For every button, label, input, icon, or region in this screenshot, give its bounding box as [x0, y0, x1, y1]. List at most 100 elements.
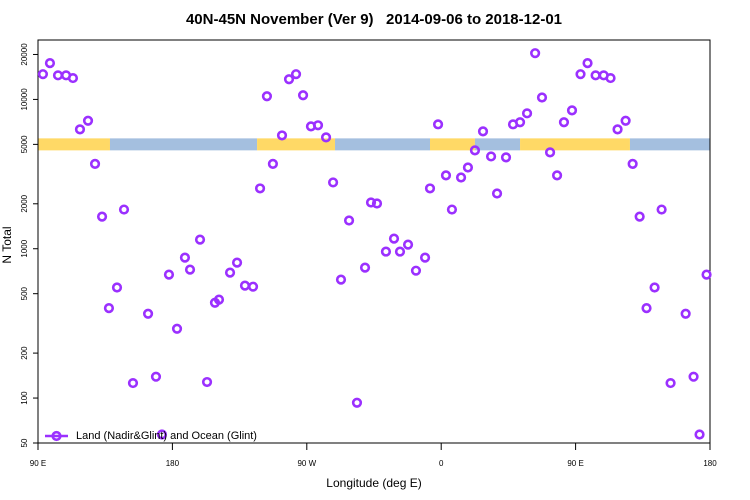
plot-frame [37, 39, 711, 444]
x-tick-label: 180 [166, 459, 180, 468]
data-point [67, 72, 79, 84]
data-point [656, 204, 667, 215]
y-tick-label: 200 [20, 346, 29, 360]
data-point [118, 204, 130, 215]
strip-segment [109, 138, 258, 151]
strip-segment [474, 138, 521, 151]
x-tick-label: 0 [439, 459, 444, 468]
x-tick-label: 90 E [30, 459, 46, 468]
strip-segment [520, 138, 630, 151]
data-point [558, 117, 570, 128]
legend-label: Land (Nadir&Glint) and Ocean (Glint) [76, 430, 257, 442]
strip-segment [38, 138, 110, 151]
data-point [485, 151, 497, 162]
data-point [359, 262, 371, 273]
x-tick-label: 180 [703, 459, 717, 468]
data-point [380, 246, 392, 257]
data-point [649, 282, 660, 293]
y-tick-label: 100 [20, 391, 29, 405]
data-point [179, 252, 191, 263]
data-point [184, 264, 196, 275]
data-point [446, 204, 458, 215]
data-point [327, 177, 339, 188]
data-point [171, 323, 183, 334]
chart-title: 40N-45N November (Ver 9) 2014-09-06 to 2… [186, 11, 562, 28]
strip-segment [430, 138, 475, 151]
legend-marker [51, 430, 62, 442]
y-axis-label: N Total [0, 226, 14, 263]
data-point [267, 158, 279, 169]
data-point [213, 294, 225, 305]
strip-segment [629, 138, 710, 151]
data-point [82, 115, 94, 126]
data-point [424, 183, 436, 194]
data-point [680, 308, 691, 319]
y-tick-label: 1000 [20, 239, 29, 257]
data-point [74, 124, 86, 135]
data-point [410, 265, 422, 276]
data-point [530, 48, 541, 59]
x-tick-label: 90 E [567, 459, 583, 468]
data-point [477, 126, 489, 137]
data-point [665, 377, 676, 389]
y-tick-label: 2000 [20, 194, 29, 212]
data-point [365, 197, 377, 208]
y-tick-label: 500 [20, 286, 29, 300]
data-point [371, 198, 383, 209]
data-point [52, 70, 64, 81]
data-point [290, 69, 302, 80]
data-point [419, 252, 431, 263]
data-point [634, 211, 645, 222]
y-tick-label: 20000 [20, 43, 29, 66]
data-point [500, 152, 512, 163]
data-point [544, 147, 556, 158]
data-point [224, 267, 236, 278]
y-tick-label: 50 [20, 438, 29, 447]
data-point [641, 303, 652, 314]
data-point [261, 91, 273, 102]
data-point [491, 188, 503, 199]
data-point [312, 120, 324, 131]
data-point [514, 117, 526, 128]
data-point [142, 308, 154, 319]
y-tick-label: 10000 [20, 88, 29, 111]
data-point [440, 170, 452, 181]
data-point [335, 274, 347, 285]
data-point [194, 234, 206, 245]
data-point [156, 429, 168, 440]
data-point [351, 397, 363, 408]
strip-segment [335, 138, 430, 151]
data-point [276, 130, 288, 141]
data-point [150, 371, 162, 382]
x-tick-label: 90 W [297, 459, 316, 468]
data-point [536, 92, 548, 103]
data-point [590, 70, 601, 81]
data-point [201, 376, 213, 388]
data-point [320, 132, 332, 143]
data-point [254, 183, 266, 194]
data-point [551, 170, 563, 181]
strip-segment [257, 138, 336, 151]
data-point [455, 172, 467, 183]
y-tick-label: 5000 [20, 135, 29, 153]
data-point [566, 105, 578, 116]
data-point [402, 239, 414, 250]
data-point [394, 246, 406, 257]
data-point [462, 162, 474, 173]
data-point [612, 124, 623, 135]
data-point [694, 429, 705, 440]
data-point [469, 145, 481, 156]
data-point [247, 281, 259, 292]
data-point [343, 215, 355, 226]
data-point [432, 119, 444, 130]
data-point [283, 74, 295, 85]
data-point [44, 58, 56, 69]
data-point [627, 158, 638, 169]
data-point [688, 371, 699, 382]
data-point [103, 303, 115, 314]
data-point [701, 269, 712, 280]
data-point [96, 211, 108, 222]
data-point [388, 233, 400, 244]
data-point [605, 72, 616, 84]
